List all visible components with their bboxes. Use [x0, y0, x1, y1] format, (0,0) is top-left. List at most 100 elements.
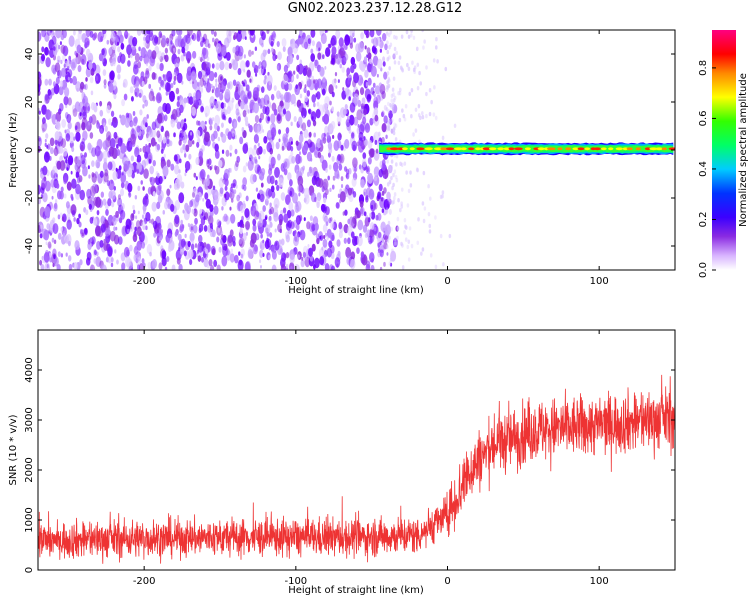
signal-peak	[615, 147, 623, 151]
noise-cell	[391, 248, 394, 253]
noise-cell	[394, 137, 398, 142]
noise-cell	[337, 193, 341, 199]
noise-cell	[237, 259, 244, 270]
noise-cell	[180, 238, 186, 248]
noise-cell	[182, 209, 185, 214]
noise-cell	[186, 66, 193, 77]
noise-cell	[184, 233, 187, 238]
noise-cell	[341, 55, 347, 66]
noise-cell	[168, 90, 175, 102]
noise-cell	[392, 98, 396, 103]
noise-cell	[244, 208, 250, 219]
noise-cell	[350, 64, 355, 74]
snr-xlabel: Height of straight line (km)	[288, 585, 424, 596]
noise-cell	[237, 68, 242, 76]
noise-cell	[117, 46, 121, 53]
noise-cell	[242, 232, 247, 242]
noise-cell	[59, 41, 62, 46]
noise-cell	[49, 147, 54, 155]
noise-cell	[377, 193, 381, 199]
noise-cell	[44, 32, 50, 43]
noise-cell	[366, 62, 372, 73]
x-tick-label: -100	[284, 576, 307, 587]
noise-cell	[44, 78, 49, 86]
noise-cell	[106, 105, 111, 114]
noise-cell	[208, 215, 214, 226]
noise-cell	[174, 164, 180, 175]
noise-cell	[80, 144, 84, 152]
signal-peak	[508, 147, 515, 151]
noise-cell	[244, 116, 249, 123]
signal-peak	[460, 147, 467, 151]
noise-cell	[114, 249, 117, 254]
noise-cell	[89, 264, 96, 270]
noise-cell	[292, 43, 299, 54]
noise-cell	[361, 158, 367, 168]
noise-cell	[216, 264, 221, 270]
noise-cell	[251, 61, 256, 68]
noise-cell	[394, 237, 397, 242]
noise-cell	[316, 101, 320, 107]
noise-cell	[224, 191, 230, 201]
noise-cell	[290, 266, 293, 270]
noise-cell	[215, 62, 220, 71]
noise-cell	[178, 263, 183, 270]
noise-cell	[139, 237, 142, 241]
noise-cell	[156, 62, 160, 70]
noise-cell	[349, 102, 356, 113]
noise-cell	[191, 32, 197, 42]
noise-cell	[374, 114, 379, 122]
noise-cell	[158, 96, 162, 102]
noise-cell	[244, 261, 251, 270]
noise-cell	[148, 65, 152, 72]
noise-cell	[246, 69, 251, 78]
noise-cell	[281, 93, 284, 98]
noise-cell	[335, 202, 340, 209]
noise-cell	[247, 90, 252, 100]
noise-cell	[59, 155, 63, 161]
noise-cell	[398, 87, 402, 93]
noise-cell	[38, 184, 42, 195]
signal-peak	[635, 147, 641, 151]
noise-cell	[312, 79, 316, 84]
noise-cell	[129, 244, 133, 252]
noise-cell	[364, 123, 371, 133]
noise-cell	[79, 259, 83, 266]
noise-cell	[66, 181, 72, 191]
noise-cell	[228, 81, 233, 90]
noise-cell	[104, 227, 110, 237]
noise-cell	[189, 250, 194, 258]
noise-cell	[86, 251, 92, 261]
noise-cell	[214, 143, 219, 152]
noise-cell	[136, 158, 139, 163]
noise-cell	[175, 30, 181, 36]
noise-cell	[392, 238, 398, 248]
noise-cell	[74, 121, 81, 134]
noise-cell	[372, 55, 379, 66]
noise-cell	[303, 102, 307, 109]
spectrogram-xlabel: Height of straight line (km)	[288, 285, 424, 296]
noise-cell	[342, 87, 345, 91]
noise-cell	[260, 233, 263, 239]
noise-cell	[52, 54, 57, 61]
noise-cell	[249, 173, 256, 185]
noise-cell	[413, 69, 416, 75]
signal-peak	[475, 147, 481, 151]
noise-cell	[179, 94, 182, 99]
noise-cell	[41, 177, 47, 189]
noise-cell	[347, 116, 350, 121]
noise-cell	[141, 214, 145, 219]
noise-cell	[132, 233, 138, 243]
noise-cell	[403, 117, 407, 122]
noise-cell	[130, 213, 135, 221]
noise-cell	[132, 117, 138, 127]
noise-cell	[417, 217, 420, 222]
noise-cell	[407, 257, 411, 262]
noise-cell	[91, 173, 97, 184]
noise-cell	[379, 48, 383, 53]
noise-cell	[62, 54, 66, 62]
noise-cell	[400, 34, 404, 39]
noise-cell	[425, 113, 428, 119]
